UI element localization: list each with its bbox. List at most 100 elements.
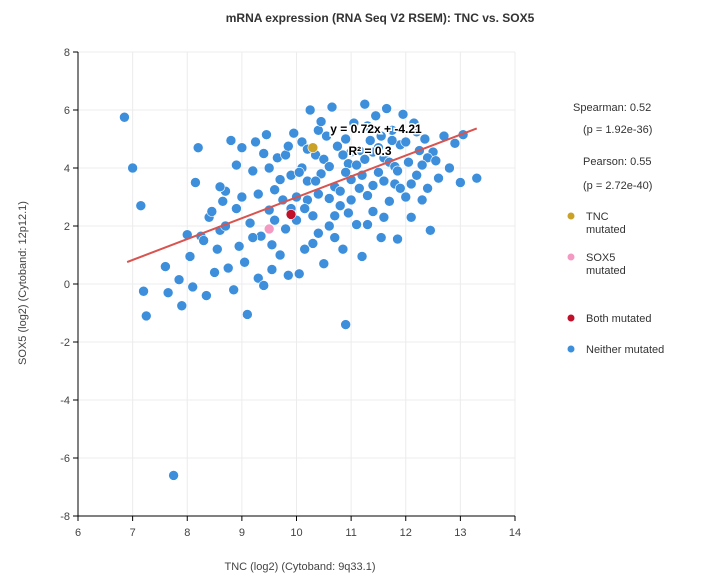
- point-neither-mutated-123: [296, 136, 308, 148]
- point-neither-mutated-12: [187, 281, 199, 293]
- point-neither-mutated-121: [263, 162, 275, 174]
- point-neither-mutated-63: [326, 101, 338, 113]
- point-neither-mutated-2: [135, 200, 147, 211]
- point-neither-mutated-165: [392, 165, 403, 177]
- regression-equation: y = 0.72x + -4.21: [330, 122, 422, 136]
- point-neither-mutated-127: [329, 210, 341, 222]
- point-neither-mutated-162: [283, 140, 294, 152]
- point-neither-mutated-87: [392, 233, 403, 245]
- point-neither-mutated-97: [419, 133, 431, 145]
- y-tick-label-5: 2: [64, 221, 70, 233]
- legend-label-tnc-mutated-1: mutated: [586, 224, 626, 236]
- point-neither-mutated-161: [416, 159, 428, 171]
- point-neither-mutated-39: [261, 129, 272, 140]
- x-tick-label-5: 11: [345, 527, 356, 539]
- point-neither-mutated-89: [397, 109, 409, 120]
- point-neither-mutated-51: [293, 268, 305, 280]
- point-neither-mutated-11: [184, 251, 196, 262]
- y-tick-label-7: 6: [64, 105, 70, 117]
- point-neither-mutated-124: [378, 212, 390, 223]
- x-axis-title: TNC (log2) (Cytoband: 9q33.1): [224, 561, 375, 573]
- point-neither-mutated-107: [471, 172, 483, 184]
- point-neither-mutated-109: [269, 214, 280, 226]
- point-neither-mutated-112: [318, 154, 330, 165]
- point-neither-mutated-132: [247, 232, 259, 243]
- point-neither-mutated-90: [400, 191, 412, 203]
- point-neither-mutated-59: [315, 168, 327, 180]
- point-neither-mutated-138: [340, 167, 351, 178]
- point-neither-mutated-41: [266, 264, 278, 275]
- point-neither-mutated-65: [332, 140, 343, 152]
- point-neither-mutated-19: [206, 206, 218, 217]
- point-neither-mutated-9: [176, 300, 188, 312]
- point-neither-mutated-81: [375, 232, 387, 243]
- y-axis-title: SOX5 (log2) (Cytoband: 12p12.1): [17, 201, 29, 365]
- point-both-mutated-0: [285, 209, 297, 220]
- r-squared-label: R² = 0.3: [348, 144, 391, 158]
- grid: [77, 51, 516, 517]
- pearson-p-label: (p = 2.72e-40): [583, 180, 652, 192]
- y-tick-label-4: 0: [64, 279, 70, 291]
- point-neither-mutated-91: [403, 156, 414, 168]
- point-neither-mutated-5: [160, 261, 171, 272]
- point-neither-mutated-25: [222, 262, 234, 274]
- legend-marker-both-mutated: [567, 314, 575, 322]
- point-neither-mutated-42: [269, 184, 280, 196]
- legend-marker-neither-mutated: [567, 345, 575, 353]
- point-neither-mutated-157: [236, 191, 248, 203]
- legend-label-sox5-mutated-0: SOX5: [586, 252, 615, 264]
- point-neither-mutated-58: [313, 227, 324, 239]
- point-neither-mutated-55: [304, 104, 316, 116]
- point-neither-mutated-167: [293, 167, 305, 178]
- point-neither-mutated-125: [411, 126, 422, 138]
- point-neither-mutated-1: [127, 162, 138, 174]
- point-neither-mutated-151: [315, 116, 327, 127]
- point-neither-mutated-126: [307, 238, 319, 249]
- x-tick-label-6: 12: [400, 527, 412, 539]
- legend-label-both-mutated-0: Both mutated: [586, 313, 651, 325]
- point-neither-mutated-99: [425, 225, 436, 236]
- legend-label-tnc-mutated-0: TNC: [586, 211, 609, 223]
- y-tick-label-6: 4: [64, 163, 70, 175]
- point-neither-mutated-143: [362, 219, 373, 230]
- x-tick-label-8: 14: [509, 527, 521, 539]
- point-neither-mutated-101: [433, 172, 444, 184]
- point-neither-mutated-16: [198, 235, 209, 246]
- point-neither-mutated-98: [422, 183, 433, 194]
- point-neither-mutated-119: [340, 133, 351, 145]
- y-tick-label-3: -2: [60, 337, 70, 349]
- point-neither-mutated-130: [323, 161, 335, 172]
- point-neither-mutated-3: [138, 285, 149, 297]
- point-neither-mutated-38: [258, 280, 270, 291]
- point-neither-mutated-104: [449, 138, 461, 149]
- point-neither-mutated-154: [337, 149, 349, 161]
- point-neither-mutated-147: [405, 178, 417, 190]
- point-neither-mutated-61: [321, 130, 332, 142]
- point-neither-mutated-29: [233, 241, 245, 252]
- point-neither-mutated-67: [337, 243, 349, 255]
- regression: y = 0.72x + -4.21 R² = 0.3: [126, 121, 478, 263]
- point-neither-mutated-153: [266, 239, 278, 251]
- pearson-label: Pearson: 0.55: [583, 156, 652, 168]
- point-neither-mutated-21: [211, 243, 223, 255]
- point-neither-mutated-152: [386, 135, 398, 146]
- point-neither-mutated-34: [247, 165, 259, 177]
- point-neither-mutated-150: [367, 146, 379, 158]
- point-tnc-mutated-0: [307, 142, 319, 153]
- point-neither-mutated-56: [307, 210, 319, 222]
- point-neither-mutated-47: [283, 269, 294, 281]
- spearman-p-label: (p = 1.92e-36): [583, 124, 652, 136]
- point-neither-mutated-103: [444, 162, 455, 174]
- point-neither-mutated-155: [354, 183, 365, 194]
- point-neither-mutated-30: [236, 142, 248, 153]
- point-neither-mutated-62: [323, 220, 335, 232]
- point-neither-mutated-44: [274, 249, 286, 261]
- point-neither-mutated-120: [362, 120, 373, 132]
- point-neither-mutated-115: [367, 180, 379, 191]
- point-neither-mutated-164: [359, 154, 371, 165]
- x-tick-label-7: 13: [454, 527, 466, 539]
- point-neither-mutated-14: [192, 142, 204, 153]
- point-neither-mutated-83: [381, 103, 392, 114]
